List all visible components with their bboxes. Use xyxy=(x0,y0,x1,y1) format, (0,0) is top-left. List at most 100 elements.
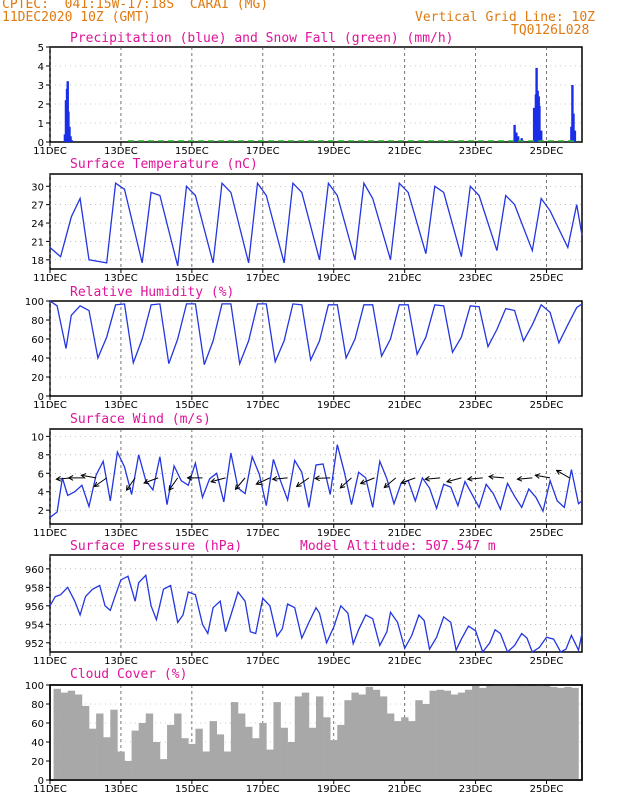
cloud-bar xyxy=(344,700,352,780)
cloud-bar xyxy=(316,696,324,780)
precip-bar xyxy=(513,124,516,142)
x-tick-label: 19DEC xyxy=(317,273,351,284)
x-tick-label: 17DEC xyxy=(246,528,280,539)
x-tick-label: 25DEC xyxy=(530,146,564,157)
precip-bar xyxy=(70,140,73,142)
cloud-bar xyxy=(479,687,487,780)
cloud-bar xyxy=(138,723,147,780)
y-tick-label: 958 xyxy=(25,583,44,594)
cloud-bar xyxy=(174,713,182,780)
wind-arrow-head xyxy=(487,474,494,480)
y-tick-label: 27 xyxy=(31,201,44,212)
wind-arrow xyxy=(467,477,483,480)
cloud-bar xyxy=(464,689,473,780)
x-tick-label: 15DEC xyxy=(175,400,209,411)
x-tick-label: 15DEC xyxy=(175,528,209,539)
x-tick-label: 25DEC xyxy=(530,273,564,284)
wind-arrow-head xyxy=(125,485,132,492)
x-tick-label: 23DEC xyxy=(459,528,493,539)
cloud-bar xyxy=(486,685,494,780)
y-tick-label: 60 xyxy=(31,335,44,346)
y-tick-label: 100 xyxy=(25,297,44,308)
x-tick-label: 21DEC xyxy=(388,146,422,157)
wind-arrow xyxy=(401,477,416,484)
cloud-bar xyxy=(81,705,90,780)
cloud-bar xyxy=(209,721,217,780)
cloud-bar xyxy=(280,727,288,780)
cloud-bar xyxy=(195,728,203,780)
cloud-bar xyxy=(124,761,132,780)
wind-arrow xyxy=(517,477,533,480)
wind-arrow-head xyxy=(168,485,174,492)
cloud-bar xyxy=(521,685,530,780)
cloud-bar xyxy=(358,694,366,780)
wind-arrow xyxy=(425,477,441,480)
precip-bar xyxy=(532,107,536,142)
x-tick-label: 25DEC xyxy=(530,400,564,411)
cloud-bar xyxy=(223,751,232,780)
precip-bar xyxy=(520,138,523,142)
cloud-bar xyxy=(379,696,388,780)
cloud-bar xyxy=(131,730,139,780)
y-tick-label: 80 xyxy=(31,700,44,711)
x-tick-label: 25DEC xyxy=(530,656,564,667)
series-line xyxy=(49,181,583,267)
cloud-bar xyxy=(500,685,508,780)
precip-bar xyxy=(515,132,518,142)
cloud-bar xyxy=(330,740,338,780)
wind-arrow-head xyxy=(210,477,217,484)
series-line xyxy=(49,300,583,367)
y-tick-label: 4 xyxy=(38,62,44,73)
cloud-bar xyxy=(401,717,409,780)
cloud-bar xyxy=(557,687,565,780)
y-tick-label: 0 xyxy=(38,776,44,787)
cloud-bar xyxy=(152,742,161,780)
x-tick-label: 11DEC xyxy=(33,146,67,157)
y-tick-label: 30 xyxy=(31,182,44,193)
cloud-bar xyxy=(457,692,466,780)
precip-bar xyxy=(573,130,577,142)
cloud-bar xyxy=(287,742,296,780)
panel-title: Surface Wind (m/s) xyxy=(70,412,211,427)
x-tick-label: 21DEC xyxy=(388,528,422,539)
wind-arrow-head xyxy=(295,481,302,488)
station-header: CPTEC: 041:15W-17:18S CARAI (MG) xyxy=(2,0,269,12)
x-tick-label: 17DEC xyxy=(246,400,280,411)
wind-arrow-head xyxy=(466,476,473,482)
series-line xyxy=(49,444,583,519)
cloud-bar xyxy=(266,749,274,780)
y-tick-label: 6 xyxy=(38,469,44,480)
wind-arrow-head xyxy=(383,482,390,489)
x-tick-label: 13DEC xyxy=(104,656,138,667)
cloud-bar xyxy=(528,685,537,780)
y-tick-label: 2 xyxy=(38,100,44,111)
x-tick-label: 21DEC xyxy=(388,656,422,667)
grid-note-header: Vertical Grid Line: 10Z xyxy=(415,10,596,25)
cloud-bar xyxy=(394,721,402,780)
panel-frame xyxy=(49,46,583,143)
wind-arrow xyxy=(446,477,462,483)
x-tick-label: 25DEC xyxy=(530,784,564,795)
x-tick-label: 15DEC xyxy=(175,784,209,795)
wind-arrow-head xyxy=(93,481,100,488)
panel-title: Relative Humidity (%) xyxy=(70,285,234,300)
x-tick-label: 11DEC xyxy=(33,400,67,411)
cloud-bar xyxy=(96,713,104,780)
cloud-bar xyxy=(110,709,118,780)
x-tick-label: 15DEC xyxy=(175,656,209,667)
cloud-bar xyxy=(443,690,452,780)
wind-arrow-head xyxy=(445,477,452,484)
y-tick-label: 2 xyxy=(38,506,44,517)
cloud-bar xyxy=(351,692,359,780)
cloud-bar xyxy=(237,713,246,780)
precip-bar xyxy=(540,130,543,142)
cloud-bar xyxy=(450,694,459,780)
y-tick-label: 5 xyxy=(38,43,44,54)
cloud-bar xyxy=(103,737,111,780)
cloud-bar xyxy=(337,724,345,780)
cloud-bar xyxy=(550,686,558,780)
cloud-bar xyxy=(259,723,267,780)
wind-arrow xyxy=(235,477,246,490)
cloud-bar xyxy=(89,728,97,780)
x-tick-label: 19DEC xyxy=(317,146,351,157)
